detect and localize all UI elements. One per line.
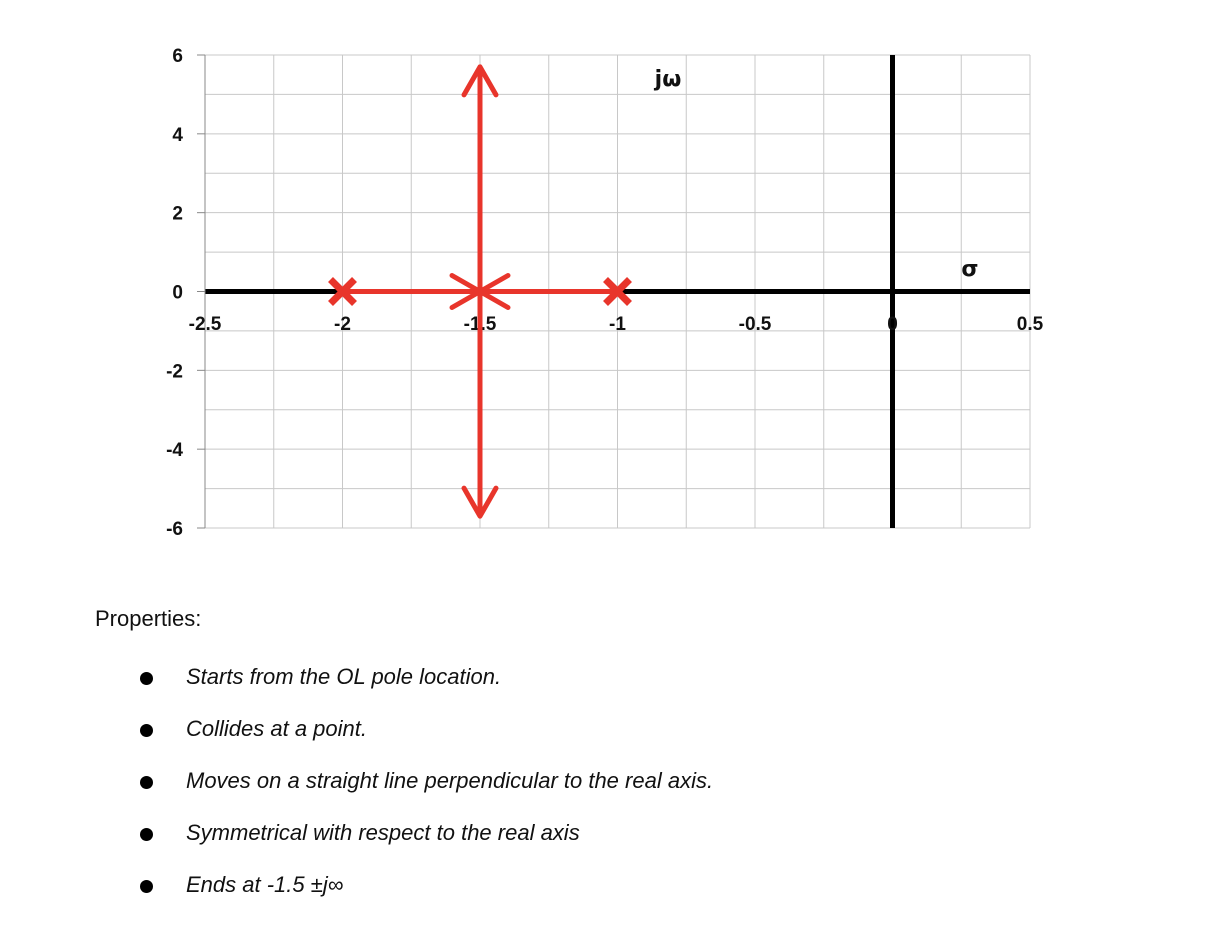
pole-markers (328, 277, 632, 306)
arrowhead (461, 485, 499, 519)
bullet-icon (140, 880, 153, 893)
properties-heading: Properties: (95, 606, 202, 631)
y-tick-label: 6 (172, 46, 183, 67)
x-tick-label: 0.5 (1017, 314, 1044, 335)
property-text: Starts from the OL pole location. (186, 664, 502, 689)
property-text: Symmetrical with respect to the real axi… (186, 820, 580, 845)
locus-branches (342, 64, 618, 519)
bullet-icon (140, 672, 153, 685)
y-tick-label: -2 (166, 361, 183, 382)
arrowhead (461, 64, 499, 98)
x-tick-label: -0.5 (739, 314, 772, 335)
bullet-icon (140, 776, 153, 789)
property-text: Collides at a point. (186, 716, 367, 741)
y-tick-label: -4 (166, 440, 183, 461)
y-tick-label: 4 (172, 125, 183, 146)
x-tick-label: 0 (887, 314, 898, 335)
bullet-icon (140, 724, 153, 737)
property-text: Moves on a straight line perpendicular t… (186, 768, 714, 793)
x-axis-label: σ (961, 257, 978, 282)
y-tick-label: 2 (172, 204, 183, 225)
property-text: Ends at -1.5 ±j∞ (186, 872, 344, 897)
x-tick-label: -2.5 (189, 314, 222, 335)
x-tick-label: -1 (609, 314, 626, 335)
pole-marker (328, 277, 357, 306)
bullet-icon (140, 828, 153, 841)
y-tick-label: 0 (172, 283, 183, 304)
pole-marker (603, 277, 632, 306)
y-axis-label: jω (654, 67, 682, 92)
y-tick-label: -6 (166, 519, 183, 540)
x-tick-label: -2 (334, 314, 351, 335)
